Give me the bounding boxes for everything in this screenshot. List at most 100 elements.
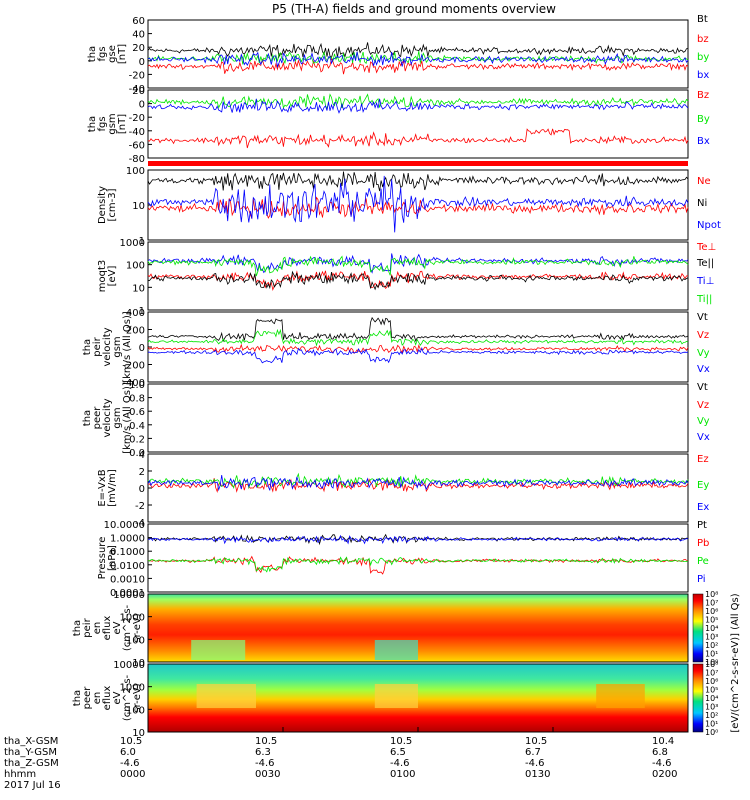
- legend-temperature-ti: Ti⊥: [696, 276, 714, 287]
- ytick-label-fgs-gse-4: -20: [129, 70, 145, 81]
- ytick-label-fgs-gse-1: 40: [132, 30, 145, 41]
- ylabel-fgs-gsm-3: [nT]: [117, 114, 128, 134]
- ylabel-peir-velocity-4: [km/s (All Qs)]: [122, 311, 133, 383]
- colorbar-tick-bottom-7: 10¹: [705, 720, 718, 729]
- ylabel-fgs-gse-3: [nT]: [117, 44, 128, 64]
- colorbar-tick-top-8: 10⁰: [705, 658, 718, 667]
- colorbar-tick-top-3: 10⁵: [705, 616, 718, 625]
- legend-fgs-gse-by: by: [697, 52, 709, 63]
- legend-temperature-te: Te||: [696, 258, 714, 269]
- legend-peer-velocity-vx: Vx: [697, 432, 710, 443]
- ytick-label-temperature-0: 1000: [120, 238, 145, 249]
- ylabel-peer-eflux-1: peer: [82, 686, 93, 710]
- ytick-label-efield-4: -4: [135, 518, 145, 529]
- ylabel-peir-eflux-3: eflux: [102, 616, 113, 641]
- xaxis-row-value-1-2: 6.5: [390, 747, 406, 758]
- series-line-fgs-gse-bt: [147, 42, 689, 59]
- ylabel-peer-eflux-5: (cm^2-s-: [122, 674, 133, 721]
- ytick-label-fgs-gse-5: -40: [129, 84, 145, 95]
- ytick-label-peir-eflux-0: 10000: [113, 590, 145, 601]
- colorbar-tick-top-6: 10²: [705, 641, 718, 650]
- ytick-label-efield-1: 2: [139, 467, 145, 478]
- legend-fgs-gse-bt: Bt: [697, 14, 708, 25]
- legend-density-ni: Ni: [697, 198, 707, 209]
- legend-efield-ey: Ey: [697, 480, 709, 491]
- panel-peer-velocity: 1.0 0.8 0.6 0.4 0.2 0.0 tha peer velocity gsm [km/…: [82, 380, 710, 459]
- ylabel-pressure-1: [nPa]: [107, 545, 118, 571]
- panel-efield: 4 2 0 -2 -4 E=-VxB [mV/m] Ez Ey Ex: [97, 450, 709, 529]
- ytick-label-fgs-gsm-4: -60: [129, 140, 145, 151]
- ytick-label-peir-velocity-3: -200: [122, 361, 145, 372]
- xaxis-row-value-0-2: 10.5: [390, 736, 412, 747]
- xaxis-row-value-2-0: -4.6: [120, 758, 140, 769]
- ytick-label-peer-velocity-5: 0.0: [129, 448, 145, 459]
- legend-fgs-gse-bz: bz: [697, 34, 709, 45]
- ytick-label-fgs-gse-3: 0: [139, 57, 145, 68]
- colorbar-top: [692, 593, 704, 663]
- ylabel-peir-eflux-1: peir: [82, 617, 93, 637]
- colorbar-tick-bottom-6: 10²: [705, 711, 718, 720]
- ytick-label-fgs-gsm-2: -20: [129, 113, 145, 124]
- ylabel-peer-velocity-0: tha: [82, 410, 93, 426]
- ylabel-density-1: [cm-3]: [107, 188, 118, 221]
- legend-peir-velocity-vz: Vz: [697, 330, 709, 341]
- colorbar-tick-top-7: 10¹: [705, 650, 718, 659]
- ytick-label-density-0: 100: [126, 166, 145, 177]
- ytick-label-efield-3: -2: [135, 501, 145, 512]
- spectrogram-band-peir-eflux-0: [191, 640, 246, 660]
- colorbar-tick-top-2: 10⁶: [705, 607, 718, 616]
- colorbar-tick-bottom-2: 10⁶: [705, 677, 718, 686]
- panel-frame-peer-velocity: [147, 383, 689, 453]
- ylabel-peir-eflux-6: sr-eV): [132, 613, 143, 642]
- ylabel-peer-eflux-2: en: [92, 692, 103, 705]
- panel-fgs-gsm: 20 0 -20 -40 -60 -80 tha fgs gsm [nT] Bz By Bx: [87, 86, 710, 165]
- legend-fgs-gsm-by: By: [697, 114, 710, 125]
- xaxis-row-label-0: tha_X-GSM: [4, 736, 58, 747]
- series-line-temperature-te: [147, 270, 688, 292]
- xaxis-row-value-3-1: 0030: [255, 769, 280, 780]
- xaxis-row-value-0-0: 10.5: [120, 736, 142, 747]
- x-axis-group: tha_X-GSM 10.5 10.5 10.5 10.5 10.4 tha_Y-GSM 6.…: [4, 727, 689, 791]
- panel-pressure: 10.0000 1.0000 0.1000 0.0100 0.0010 0.0001Pre…: [97, 520, 709, 599]
- panel-frame-peir-eflux: [147, 593, 689, 663]
- ylabel-peir-velocity-0: tha: [82, 339, 93, 355]
- xaxis-row-value-0-4: 10.4: [652, 736, 674, 747]
- colorbar-bottom: [692, 663, 704, 733]
- series-line-temperature-te: [147, 270, 689, 291]
- series-line-density-npot: [147, 175, 689, 233]
- panel-frame-fgs-gse: [147, 19, 689, 89]
- ytick-label-peer-velocity-1: 0.8: [129, 394, 145, 405]
- ytick-label-peer-velocity-2: 0.6: [129, 407, 145, 418]
- legend-temperature-te: Te⊥: [696, 242, 716, 253]
- xaxis-row-label-1: tha_Y-GSM: [4, 747, 57, 758]
- series-line-peir-velocity-vz: [147, 343, 689, 354]
- ylabel-peir-velocity-2: velocity: [102, 327, 113, 366]
- series-line-temperature-ti: [147, 253, 689, 274]
- spectrogram-band-peir-eflux-1: [374, 640, 418, 660]
- ylabel-peer-eflux-6: sr-eV): [132, 683, 143, 712]
- series-line-fgs-gsm-bx: [147, 98, 689, 114]
- xaxis-row-value-3-3: 0130: [525, 769, 550, 780]
- legend-density-ne: Ne: [697, 176, 711, 187]
- panel-temperature: 1000 100 10 1 moqt3 [eV] Te⊥ Te|| Ti⊥ Ti||: [97, 238, 716, 317]
- legend-pressure-pb: Pb: [697, 538, 709, 549]
- colorbar-tick-top-1: 10⁷: [705, 599, 718, 608]
- ytick-label-peir-velocity-1: 200: [126, 326, 145, 337]
- xaxis-row-value-3-4: 0200: [652, 769, 677, 780]
- legend-temperature-ti: Ti||: [696, 294, 712, 305]
- xaxis-row-value-2-4: -4.6: [652, 758, 672, 769]
- ytick-label-peer-velocity-3: 0.4: [129, 421, 145, 432]
- series-line-efield-ex: [147, 474, 689, 492]
- ytick-label-density-2: 1: [139, 236, 145, 247]
- xaxis-row-value-2-3: -4.6: [525, 758, 545, 769]
- mode-bar: [148, 161, 688, 166]
- series-line-fgs-gse-bx: [147, 51, 689, 69]
- ytick-label-fgs-gsm-1: 0: [139, 100, 145, 111]
- ytick-label-peir-velocity-0: 400: [126, 308, 145, 319]
- xaxis-row-value-1-0: 6.0: [120, 747, 136, 758]
- ylabel-temperature-1: [eV]: [107, 266, 118, 287]
- legend-pressure-pt: Pt: [697, 520, 707, 531]
- ylabel-fgs-gsm-0: tha: [87, 116, 98, 132]
